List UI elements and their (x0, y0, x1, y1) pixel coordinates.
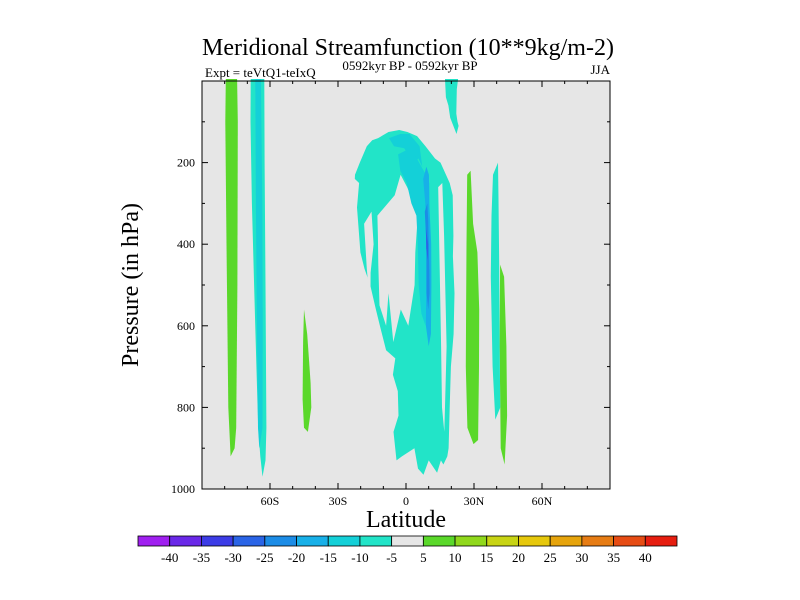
colorbar-box (486, 535, 519, 547)
contour-green-band-70s (225, 79, 238, 457)
colorbar-label: 10 (449, 550, 462, 565)
colorbar-label: 30 (575, 550, 588, 565)
colorbar-box (137, 535, 171, 547)
colorbar: -40 -35 -30 -25 -20 -15 -10 -5 5 10 15 20 25 30 35 40 (137, 535, 678, 565)
colorbar-label: -10 (351, 550, 368, 565)
colorbar-box (549, 535, 583, 547)
contour-tropical-hole-center (377, 174, 418, 343)
x-tick-label: 0 (403, 494, 409, 508)
colorbar-box (422, 535, 456, 547)
contour-cyan-top-20n (445, 79, 459, 134)
x-tick-label: 30N (464, 494, 485, 508)
contour-green-blob-45n (499, 264, 508, 465)
y-tick-label: 800 (177, 400, 195, 414)
contour-shallow-band-15 (398, 150, 430, 326)
contour-tropical-hole-right (438, 183, 447, 432)
contour-green-band-25n (465, 170, 480, 445)
contour-blue-core-65s (255, 79, 263, 449)
colorbar-label: -35 (193, 550, 210, 565)
x-axis: 60S 30S 0 30N 60N (224, 81, 588, 508)
colorbar-label: -30 (224, 550, 241, 565)
x-axis-label: Latitude (366, 507, 446, 533)
colorbar-label: 40 (639, 550, 652, 565)
colorbar-box (232, 535, 266, 547)
colorbar-label: 35 (607, 550, 620, 565)
y-axis-label: Pressure (in hPa) (118, 203, 144, 367)
colorbar-box (327, 535, 361, 547)
colorbar-box (201, 535, 234, 547)
contour-tropical-hole-left (364, 211, 374, 310)
y-tick-label: 1000 (171, 482, 195, 496)
colorbar-label: 5 (420, 550, 427, 565)
y-tick-label: 400 (177, 237, 195, 251)
colorbar-label: -25 (256, 550, 273, 565)
colorbar-box (613, 535, 646, 547)
colorbar-label: 15 (480, 550, 493, 565)
colorbar-box (264, 535, 297, 547)
x-tick-label: 60S (261, 494, 280, 508)
y-tick-label: 200 (177, 156, 195, 170)
colorbar-label: -5 (386, 550, 397, 565)
colorbar-label: 25 (544, 550, 557, 565)
colorbar-box (581, 535, 614, 547)
colorbar-box (169, 535, 202, 547)
colorbar-label: 20 (512, 550, 525, 565)
colorbar-label: -40 (161, 550, 178, 565)
season-label: JJA (590, 62, 610, 77)
y-tick-label: 600 (177, 319, 195, 333)
colorbar-box (391, 535, 424, 547)
colorbar-box (454, 535, 488, 547)
colorbar-box (359, 535, 393, 547)
contour-cyan-blob-45n (490, 162, 501, 420)
experiment-label: Expt = teVtQ1-teIxQ (205, 65, 316, 80)
chart-title: Meridional Streamfunction (10**9kg/m-2) (202, 35, 614, 61)
y-axis: 200 400 600 800 1000 (171, 121, 610, 496)
colorbar-box (296, 535, 329, 547)
period-label: 0592kyr BP - 0592kyr BP (342, 58, 477, 73)
x-tick-label: 30S (329, 494, 348, 508)
contour-core-cell-30 (425, 227, 429, 261)
x-tick-label: 60N (532, 494, 553, 508)
colorbar-label: -20 (288, 550, 305, 565)
colorbar-label: -15 (320, 550, 337, 565)
colorbar-box (644, 535, 678, 547)
colorbar-box (518, 535, 551, 547)
contour-green-blob-40s (302, 309, 312, 432)
contour-regions (225, 79, 508, 477)
